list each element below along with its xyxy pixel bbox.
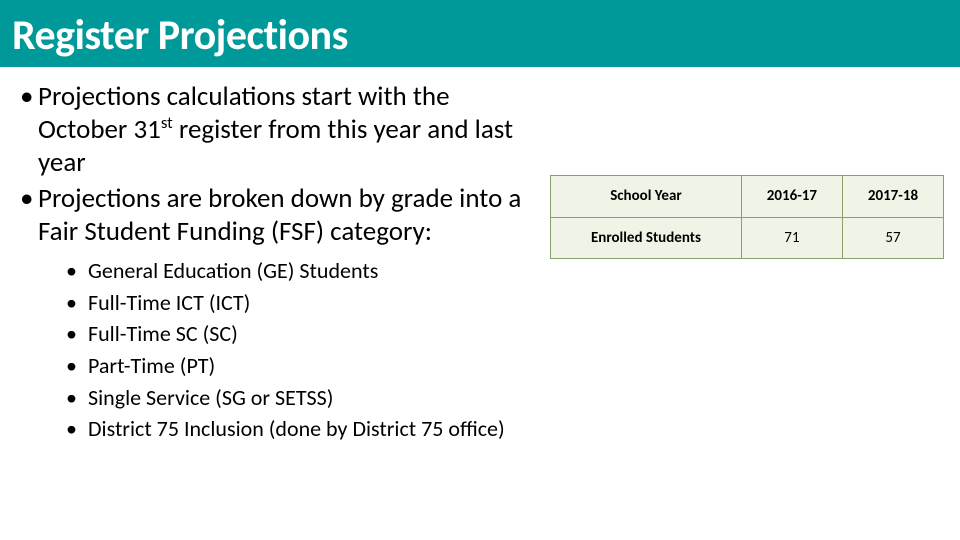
- enrollment-table: School Year 2016-17 2017-18 Enrolled Stu…: [550, 175, 944, 259]
- table-cell: 57: [842, 217, 943, 259]
- table-header-cell: 2017-18: [842, 176, 943, 218]
- slide: { "title": "Register Projections", "bull…: [0, 0, 960, 540]
- bullet-1-ord: st: [161, 113, 173, 133]
- slide-title: Register Projections: [12, 10, 948, 61]
- table-cell-label: Enrolled Students: [551, 217, 742, 259]
- table-header-row: School Year 2016-17 2017-18: [551, 176, 944, 218]
- sub-bullet-list: General Education (GE) Students Full-Tim…: [38, 256, 530, 444]
- left-column: Projections calculations start with the …: [20, 81, 530, 448]
- bullet-2-pre: Projections are broken down by grade int…: [38, 182, 521, 247]
- table-header-cell: School Year: [551, 176, 742, 218]
- sub-bullet-2: Full-Time ICT (ICT): [66, 288, 530, 318]
- sub-bullet-1: General Education (GE) Students: [66, 256, 530, 286]
- sub-bullet-4: Part-Time (PT): [66, 351, 530, 381]
- sub-bullet-3: Full-Time SC (SC): [66, 319, 530, 349]
- sub-bullet-5: Single Service (SG or SETSS): [66, 383, 530, 413]
- main-bullet-list: Projections calculations start with the …: [20, 81, 530, 444]
- right-column: School Year 2016-17 2017-18 Enrolled Stu…: [530, 81, 944, 448]
- content-area: Projections calculations start with the …: [0, 67, 960, 448]
- table-cell: 71: [741, 217, 842, 259]
- table-header-cell: 2016-17: [741, 176, 842, 218]
- main-bullet-1: Projections calculations start with the …: [20, 81, 530, 179]
- main-bullet-2: Projections are broken down by grade int…: [20, 183, 530, 444]
- title-bar: Register Projections: [0, 0, 960, 67]
- table-row: Enrolled Students 71 57: [551, 217, 944, 259]
- sub-bullet-6: District 75 Inclusion (done by District …: [66, 414, 530, 444]
